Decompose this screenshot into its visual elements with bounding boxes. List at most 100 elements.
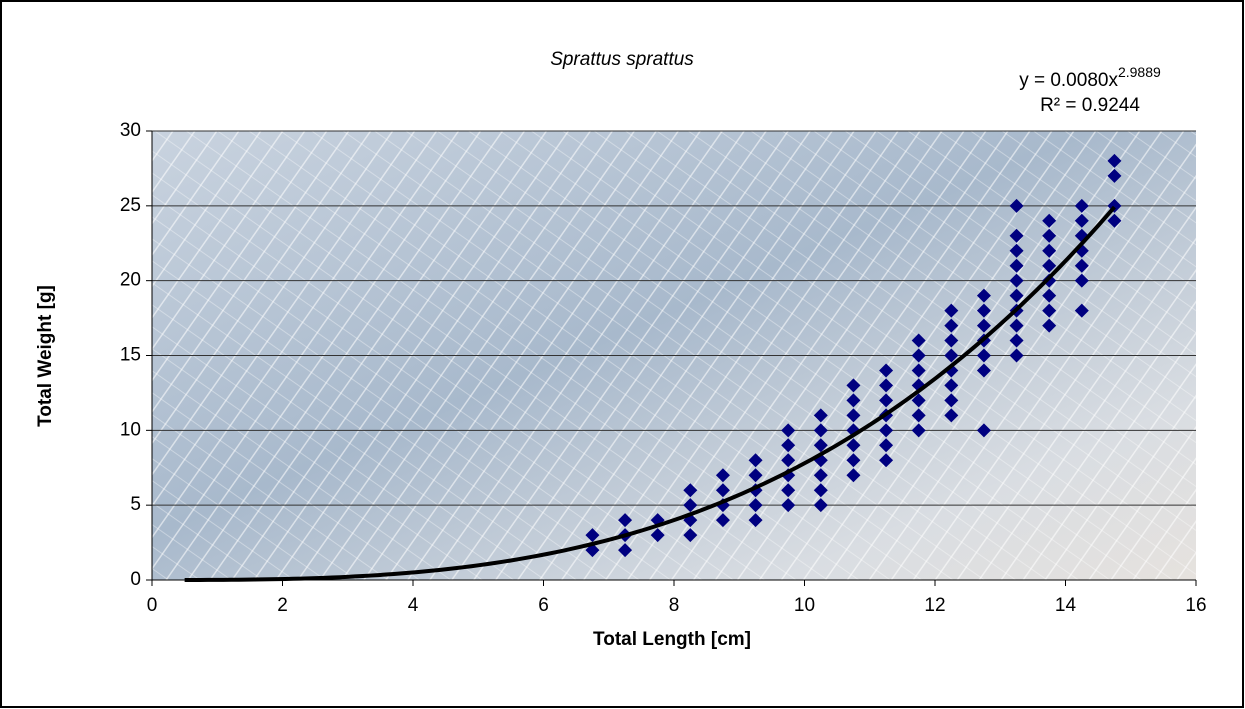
data-point [781,423,796,438]
data-point [1009,333,1024,348]
data-point [911,348,926,363]
plot-layer [146,130,1197,586]
data-point [1074,213,1089,228]
data-point [879,438,894,453]
data-point [748,453,763,468]
data-point [1042,213,1057,228]
y-tick-label: 15 [120,345,141,366]
data-point [846,468,861,483]
data-point [1009,258,1024,273]
data-point [1009,228,1024,243]
data-point [781,483,796,498]
data-point [1009,348,1024,363]
data-point [715,483,730,498]
data-point [1009,318,1024,333]
data-point [976,363,991,378]
data-point [781,438,796,453]
y-axis-label: Total Weight [g] [35,285,56,427]
data-point [781,453,796,468]
x-axis-label: Total Length [cm] [593,629,751,650]
data-point [846,438,861,453]
data-point [879,363,894,378]
y-tick-label: 0 [130,569,141,590]
chart-title: Sprattus sprattus [550,49,694,70]
x-tick-label: 0 [147,595,158,616]
data-point [1009,198,1024,213]
data-point [1009,288,1024,303]
data-point [1042,273,1057,288]
data-point [846,378,861,393]
data-point [911,423,926,438]
equation-exponent: 2.9889 [1118,64,1161,80]
equation-text: y = 0.0080x [1019,70,1118,91]
data-point [748,468,763,483]
data-point [715,513,730,528]
data-point [976,423,991,438]
data-point [683,498,698,513]
data-point [585,528,600,543]
data-point [748,498,763,513]
data-point [1042,258,1057,273]
trendline-equation: y = 0.0080x2.9889 [1019,64,1161,91]
data-point [813,483,828,498]
trendline [184,205,1116,582]
data-point [1074,258,1089,273]
data-point [976,348,991,363]
data-point [1042,288,1057,303]
data-point [879,378,894,393]
x-tick-label: 16 [1185,595,1206,616]
data-point [944,303,959,318]
y-tick-label: 5 [130,494,141,515]
trendline-r2: R² = 0.9244 [1040,95,1140,116]
data-point [1009,243,1024,258]
x-tick-label: 10 [794,595,815,616]
data-point [976,288,991,303]
data-point [1074,273,1089,288]
data-point [846,393,861,408]
data-point [846,408,861,423]
x-tick-label: 14 [1055,595,1077,616]
data-point [944,318,959,333]
data-point [911,333,926,348]
data-point [944,348,959,363]
data-point [911,408,926,423]
x-tick-label: 2 [277,595,288,616]
x-tick-label: 6 [538,595,549,616]
data-point [944,408,959,423]
data-point [1107,153,1122,168]
data-point [683,528,698,543]
data-point [813,423,828,438]
data-point [1042,228,1057,243]
data-point [813,468,828,483]
data-point [748,513,763,528]
y-tick-label: 20 [120,270,141,291]
x-tick-label: 4 [408,595,419,616]
data-point [976,303,991,318]
data-point [911,363,926,378]
data-point [1074,303,1089,318]
data-point [813,438,828,453]
x-tick-label: 12 [924,595,945,616]
data-point [976,318,991,333]
data-point [1074,198,1089,213]
data-point [781,498,796,513]
data-point [944,378,959,393]
data-point [1042,303,1057,318]
data-point [683,483,698,498]
data-point [618,513,633,528]
data-point [650,528,665,543]
data-point [879,453,894,468]
data-point [879,393,894,408]
data-point [1042,318,1057,333]
data-point [715,468,730,483]
data-point [944,333,959,348]
x-tick-label: 8 [669,595,680,616]
data-point [813,498,828,513]
data-point [944,393,959,408]
data-point [879,423,894,438]
data-point [1107,213,1122,228]
data-point [618,543,633,558]
y-tick-label: 10 [120,419,141,440]
data-point [846,453,861,468]
